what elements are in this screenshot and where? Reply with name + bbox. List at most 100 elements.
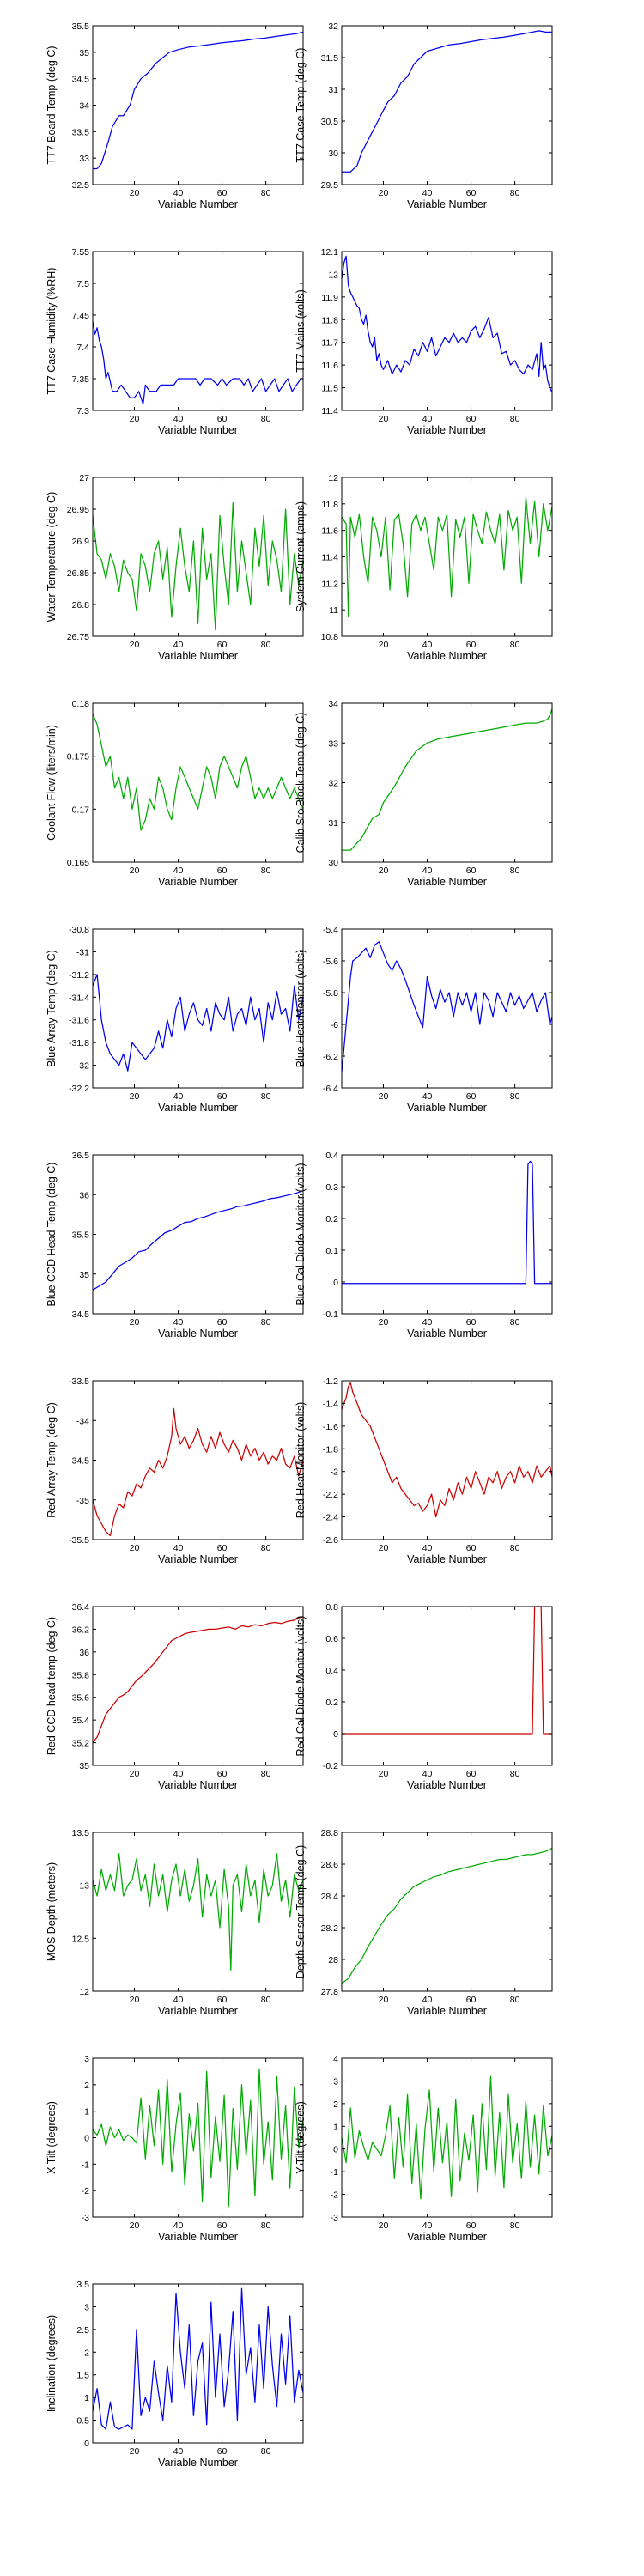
x-axis-label: Variable Number <box>158 424 238 436</box>
y-tick-label: -34 <box>76 1416 89 1426</box>
x-tick-label: 80 <box>510 640 520 650</box>
chart-panel: 20 40 60 80 12 12.5 13 13.5 Variable Number MOS D… <box>46 1828 304 2017</box>
y-tick-label: 35.2 <box>72 1739 90 1749</box>
x-tick-label: 40 <box>422 1317 433 1327</box>
y-tick-label: 0.4 <box>325 1151 338 1161</box>
y-axis-label: Red Array Temp (deg C) <box>46 1402 58 1518</box>
series-line <box>92 714 304 831</box>
x-tick-label: 40 <box>173 1091 184 1102</box>
chart-panel: 20 40 60 80 -3 -2 -1 0 1 2 3 Variable Number X Tilt … <box>46 2054 304 2243</box>
x-axis-label: Variable Number <box>158 1779 238 1791</box>
x-tick-label: 40 <box>173 1769 184 1779</box>
chart-panel: 20 40 60 80 11.4 11.5 11.6 11.7 11.8 11.9 12 12.1 Va… <box>295 247 553 436</box>
x-tick-label: 40 <box>173 2446 184 2457</box>
y-tick-label: 7.45 <box>72 311 90 321</box>
y-tick-label: 0.165 <box>67 858 89 868</box>
x-axis-label: Variable Number <box>407 876 487 888</box>
x-tick-label: 60 <box>466 188 477 198</box>
x-tick-label: 60 <box>217 1543 228 1553</box>
y-tick-label: 11.4 <box>321 553 338 563</box>
series-line <box>92 1616 304 1743</box>
y-tick-label: 11.4 <box>321 406 338 416</box>
y-tick-label: -2.2 <box>323 1490 338 1500</box>
series-line <box>92 1190 304 1291</box>
chart-panel: 20 40 60 80 -2.6 -2.4 -2.2 -2 -1.8 -1.6 -1.4 -1.2 Va… <box>295 1376 553 1565</box>
x-tick-label: 20 <box>130 2221 140 2231</box>
x-tick-label: 20 <box>130 2446 140 2457</box>
x-tick-label: 60 <box>466 2221 477 2231</box>
x-tick-label: 20 <box>130 1995 140 2005</box>
y-tick-label: 0.2 <box>325 1698 338 1708</box>
series-line <box>93 31 304 170</box>
y-tick-label: 13 <box>79 1881 89 1892</box>
y-tick-label: 28.6 <box>321 1860 339 1870</box>
plot-frame <box>92 1154 304 1315</box>
plot-frame <box>92 25 304 185</box>
plot-frame <box>341 2057 553 2218</box>
x-tick-label: 20 <box>379 640 389 650</box>
series-line <box>92 2287 304 2430</box>
plot-frame <box>92 702 304 863</box>
y-tick-label: 36 <box>79 1648 89 1658</box>
x-tick-label: 20 <box>379 1317 389 1327</box>
y-tick-label: 2 <box>333 2099 338 2110</box>
y-tick-label: -2.4 <box>323 1513 338 1523</box>
x-tick-label: 20 <box>379 1769 389 1779</box>
x-tick-label: 60 <box>217 2221 228 2231</box>
y-tick-label: 34 <box>79 101 89 112</box>
y-tick-label: -31 <box>76 947 89 957</box>
y-tick-label: 1 <box>333 2122 338 2132</box>
x-axis-label: Variable Number <box>407 1779 487 1791</box>
x-tick-label: 80 <box>510 2221 520 2231</box>
x-tick-label: 80 <box>261 2446 271 2457</box>
y-tick-label: 35.4 <box>72 1716 90 1726</box>
x-tick-label: 80 <box>510 1995 520 2005</box>
x-axis-label: Variable Number <box>158 2231 238 2243</box>
y-tick-label: -5.8 <box>323 988 338 999</box>
y-tick-label: 35 <box>79 48 89 58</box>
x-tick-label: 20 <box>130 1769 140 1779</box>
y-axis-label: X Tilt (degrees) <box>46 2101 58 2174</box>
y-tick-label: 28 <box>328 1955 338 1965</box>
x-tick-label: 60 <box>466 1769 477 1779</box>
y-tick-label: 7.55 <box>72 247 90 258</box>
y-tick-label: -32.2 <box>69 1084 89 1094</box>
x-tick-label: 60 <box>217 2446 228 2457</box>
x-tick-label: 80 <box>261 1091 271 1102</box>
x-tick-label: 20 <box>130 640 140 650</box>
x-tick-label: 80 <box>261 1769 271 1779</box>
y-tick-label: -1 <box>82 2160 89 2170</box>
y-tick-label: -0.1 <box>323 1309 338 1320</box>
y-tick-label: 35 <box>79 1270 89 1280</box>
y-tick-label: 0 <box>84 2134 89 2144</box>
chart-panel: 20 40 60 80 26.75 26.8 26.85 26.9 26.95 27 Variabl… <box>46 473 304 662</box>
series-line <box>341 2075 553 2200</box>
y-tick-label: 1 <box>84 2107 89 2117</box>
y-tick-label: 0.1 <box>325 1246 338 1256</box>
x-tick-label: 20 <box>379 1543 389 1553</box>
chart-panel: 20 40 60 80 -0.2 0 0.2 0.4 0.6 0.8 Variable Number… <box>295 1602 553 1791</box>
series-line <box>342 1606 552 1735</box>
series-line <box>92 321 303 405</box>
y-tick-label: -33.5 <box>69 1376 89 1387</box>
chart-panel: 20 40 60 80 35 35.2 35.4 35.6 35.8 36 36.2 36.4 Vari… <box>46 1602 304 1791</box>
y-tick-label: 0.175 <box>67 752 89 762</box>
x-tick-label: 60 <box>466 1091 477 1102</box>
y-tick-label: -31.6 <box>69 1016 89 1026</box>
y-tick-label: 12.5 <box>72 1934 90 1944</box>
x-axis-label: Variable Number <box>158 876 238 888</box>
x-tick-label: 80 <box>510 414 520 424</box>
x-tick-label: 40 <box>422 1769 433 1779</box>
chart-panel: 20 40 60 80 -0.1 0 0.1 0.2 0.3 0.4 Variable Number… <box>295 1151 553 1340</box>
y-tick-label: 36.5 <box>72 1151 90 1161</box>
chart-panel: 20 40 60 80 -6.4 -6.2 -6 -5.8 -5.6 -5.4 Variable N… <box>295 925 553 1114</box>
y-tick-label: -35.5 <box>69 1535 89 1546</box>
x-tick-label: 20 <box>379 1091 389 1102</box>
x-tick-label: 80 <box>510 1317 520 1327</box>
y-axis-label: Depth Sensor Temp (deg C) <box>295 1845 307 1978</box>
x-tick-label: 40 <box>422 188 433 198</box>
y-tick-label: 34.5 <box>72 75 90 85</box>
y-tick-label: -1.6 <box>323 1422 338 1432</box>
y-tick-label: -31.4 <box>69 993 89 1003</box>
y-tick-label: 0.8 <box>325 1602 338 1613</box>
